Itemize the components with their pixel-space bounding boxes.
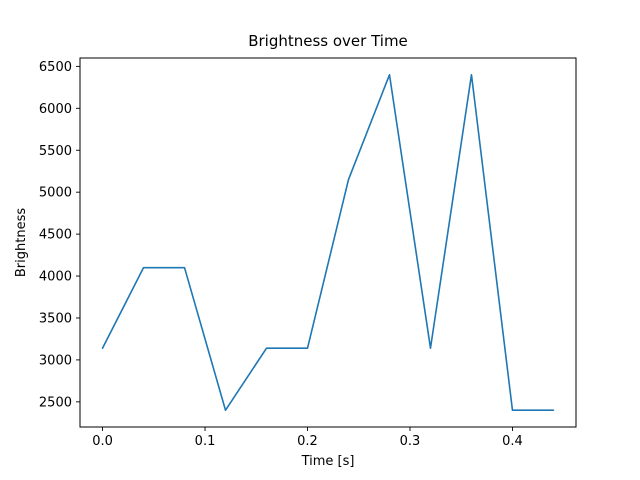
y-tick-label: 3500 — [39, 311, 72, 326]
y-tick-label: 6500 — [39, 60, 72, 75]
plot-area — [79, 57, 577, 428]
y-tick-label: 2500 — [39, 395, 72, 410]
x-tick-label: 0.2 — [297, 434, 318, 449]
x-tick-label: 0.0 — [92, 434, 113, 449]
y-tick-label: 6000 — [39, 102, 72, 117]
x-axis-label: Time [s] — [301, 454, 355, 469]
chart-title: Brightness over Time — [248, 32, 408, 50]
data-line — [101, 73, 555, 412]
x-tick-label: 0.4 — [502, 434, 523, 449]
y-tick-label: 4500 — [39, 228, 72, 243]
y-tick-label: 3000 — [39, 353, 72, 368]
y-axis-label: Brightness — [14, 208, 29, 277]
x-tick-label: 0.3 — [400, 434, 421, 449]
y-tick-label: 5500 — [39, 144, 72, 159]
y-tick-label: 4000 — [39, 270, 72, 285]
y-tick-label: 5000 — [39, 186, 72, 201]
x-tick-label: 0.1 — [195, 434, 216, 449]
